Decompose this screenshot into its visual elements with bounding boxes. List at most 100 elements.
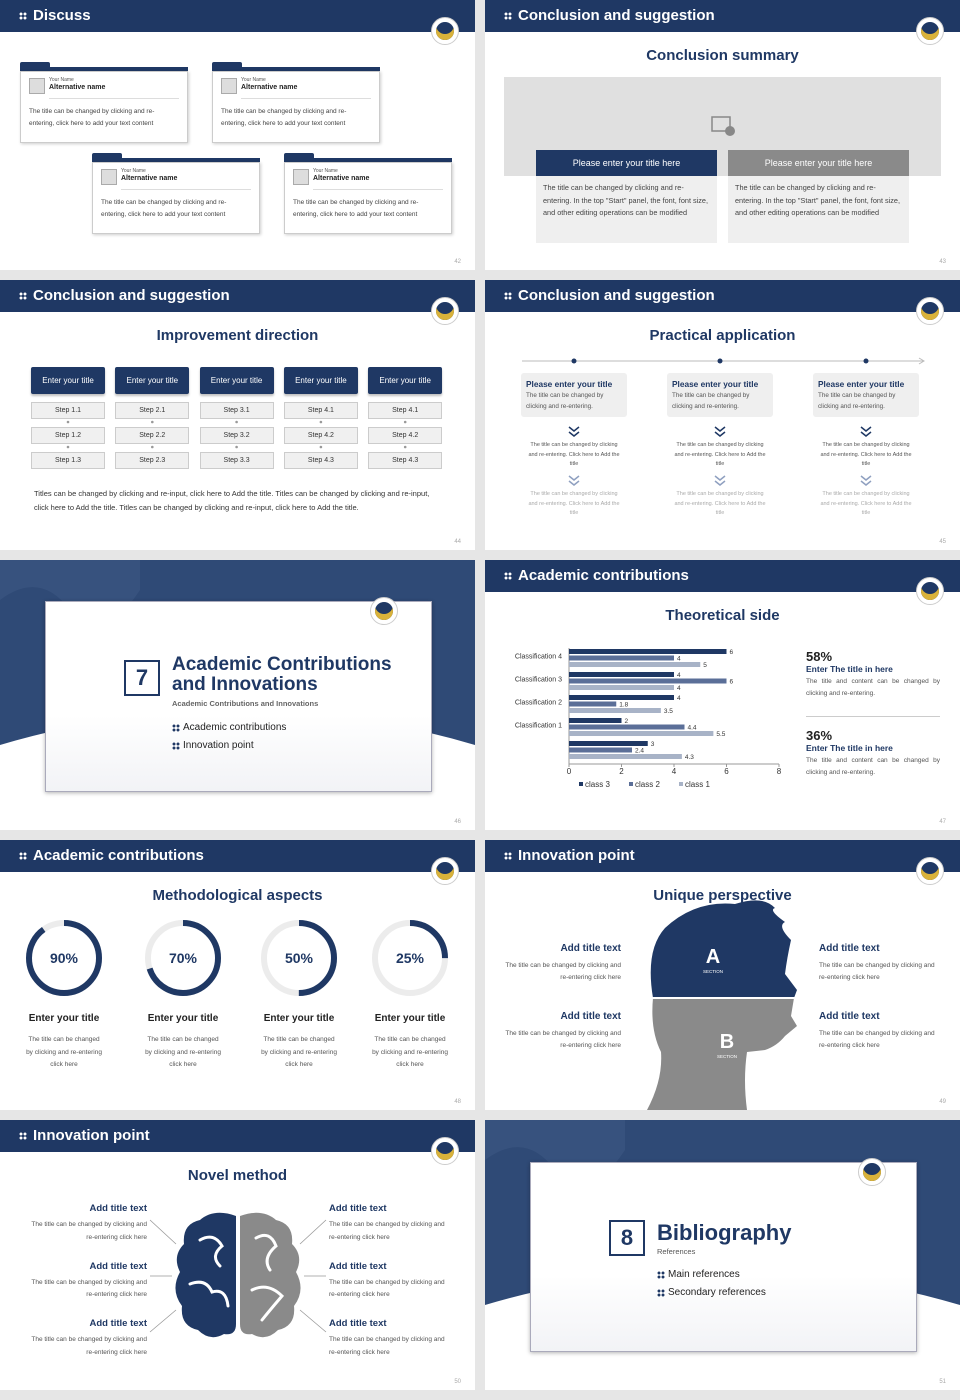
- legend-label: class 2: [635, 780, 660, 789]
- step: Step 3.3: [199, 452, 274, 469]
- panel-body: [536, 176, 717, 243]
- step-text: The title can be changed by clicking and…: [526, 392, 604, 410]
- bullet-icon: [504, 12, 512, 20]
- stat-value: 36%: [806, 728, 833, 743]
- step: Step 4.1: [283, 402, 358, 419]
- body-text: Titles can be changed by clicking and re…: [34, 489, 430, 512]
- value-label: 1.8: [619, 702, 628, 709]
- slide-graphics: [149, 1212, 327, 1338]
- bar: [569, 662, 701, 667]
- step-note: The title can be changed by clicking and…: [674, 442, 766, 467]
- bar: [569, 695, 674, 700]
- legend-swatch: [679, 782, 683, 786]
- value-label: 4: [677, 695, 681, 702]
- slide-graphics: 0 2 4 6 8 Classification 4 6 4 5 Classification 3…: [515, 648, 782, 789]
- stat-text: The title and content can be changed by …: [806, 678, 940, 697]
- item-title: Add title text: [819, 943, 880, 954]
- value-label: 2: [625, 718, 629, 725]
- brain-right: [240, 1212, 301, 1338]
- value-label: 4: [677, 656, 681, 663]
- item-text: The title can be changed by clicking and…: [26, 1036, 102, 1068]
- card-label: Your Name: [49, 77, 74, 83]
- step-dot: [319, 445, 323, 449]
- legend-label: class 1: [685, 780, 710, 789]
- emblem-inner: [863, 1163, 881, 1181]
- stat-title: Enter The title in here: [806, 664, 893, 674]
- column-title: Enter your title: [283, 367, 358, 394]
- step-dot: [151, 445, 154, 449]
- chevron: [568, 475, 580, 486]
- timeline-dot: [571, 358, 577, 364]
- slide-header: Conclusion and suggestion: [0, 280, 475, 312]
- bullet-icon: [19, 852, 27, 860]
- value-label: 3: [651, 741, 655, 748]
- card: Your Name Alternative name The title can b…: [212, 71, 380, 143]
- item-text: The title can be changed by clicking and…: [261, 1036, 337, 1068]
- item-text: The title can be changed by clicking and…: [819, 962, 935, 981]
- slide-subtitle: Improvement direction: [156, 327, 319, 344]
- chevron: [568, 426, 580, 437]
- value-label: 5.5: [716, 731, 725, 738]
- legend-swatch: [579, 782, 583, 786]
- emblem-inner: [436, 22, 454, 40]
- item-title: Add title text: [560, 1011, 621, 1022]
- image-icon: [711, 116, 731, 132]
- bullet-icon: [19, 292, 27, 300]
- header-title: Conclusion and suggestion: [518, 7, 715, 24]
- value-label: 6: [730, 649, 734, 656]
- item-title: Add title text: [89, 1260, 147, 1272]
- card-text: The title can be changed by clicking and…: [101, 199, 227, 218]
- card-divider: [241, 98, 371, 99]
- card-name: Alternative name: [49, 84, 106, 91]
- item-title: Add title text: [560, 943, 621, 954]
- connector: [299, 1219, 327, 1245]
- stat-text: The title and content can be changed by …: [806, 757, 940, 776]
- header-title: Innovation point: [518, 847, 635, 864]
- page-number: 42: [454, 259, 461, 265]
- slide-subtitle: Theoretical side: [665, 607, 780, 624]
- ring-progress: [145, 920, 221, 996]
- step: Step 4.1: [368, 402, 443, 419]
- item-text: The title can be changed by clicking and…: [372, 1036, 448, 1068]
- emblem: [916, 17, 944, 45]
- item-text: The title can be changed by clicking and…: [329, 1278, 445, 1299]
- slide-subtitle: Practical application: [649, 327, 796, 344]
- section-item: Secondary references: [668, 1286, 766, 1298]
- emblem-inner: [436, 862, 454, 880]
- category-label: Classification 2: [515, 700, 562, 707]
- emblem: [431, 1137, 459, 1165]
- page-number: 49: [939, 1099, 946, 1105]
- emblem: [916, 577, 944, 605]
- x-tick-label: 6: [724, 767, 729, 776]
- step-card: [521, 373, 627, 417]
- slide-header: Conclusion and suggestion: [485, 0, 960, 32]
- avatar-icon: [293, 169, 309, 185]
- bar: [569, 678, 727, 684]
- step-note: The title can be changed by clicking and…: [674, 491, 766, 516]
- x-tick-label: 4: [672, 767, 677, 776]
- brain-folds: [188, 1233, 285, 1322]
- card-bar: [20, 67, 188, 71]
- emblem-inner: [436, 302, 454, 320]
- category-label: Classification 1: [515, 723, 562, 730]
- slide: Discuss Your Name Alternative name The titl…: [0, 0, 475, 270]
- bullet-icon: [657, 1288, 665, 1297]
- panel-text: The title can be changed by clicking and…: [543, 183, 709, 217]
- slide-header: Innovation point: [485, 840, 960, 872]
- legend-label: class 3: [585, 780, 610, 789]
- bar: [569, 701, 617, 707]
- head-section: SECTION: [703, 969, 723, 974]
- step: Step 4.3: [283, 452, 358, 469]
- panel-body: [728, 176, 909, 243]
- brain-left: [175, 1212, 236, 1338]
- bar: [569, 655, 674, 661]
- step: Step 4.3: [368, 452, 443, 469]
- bullet-icon: [19, 12, 27, 20]
- emblem: [431, 297, 459, 325]
- ring-label: 50%: [285, 950, 314, 966]
- step: Step 2.1: [115, 402, 190, 419]
- page-number: 51: [939, 1379, 946, 1385]
- slide-subtitle: Novel method: [187, 1167, 288, 1184]
- value-label: 4.3: [685, 754, 694, 761]
- step-card: [813, 373, 919, 417]
